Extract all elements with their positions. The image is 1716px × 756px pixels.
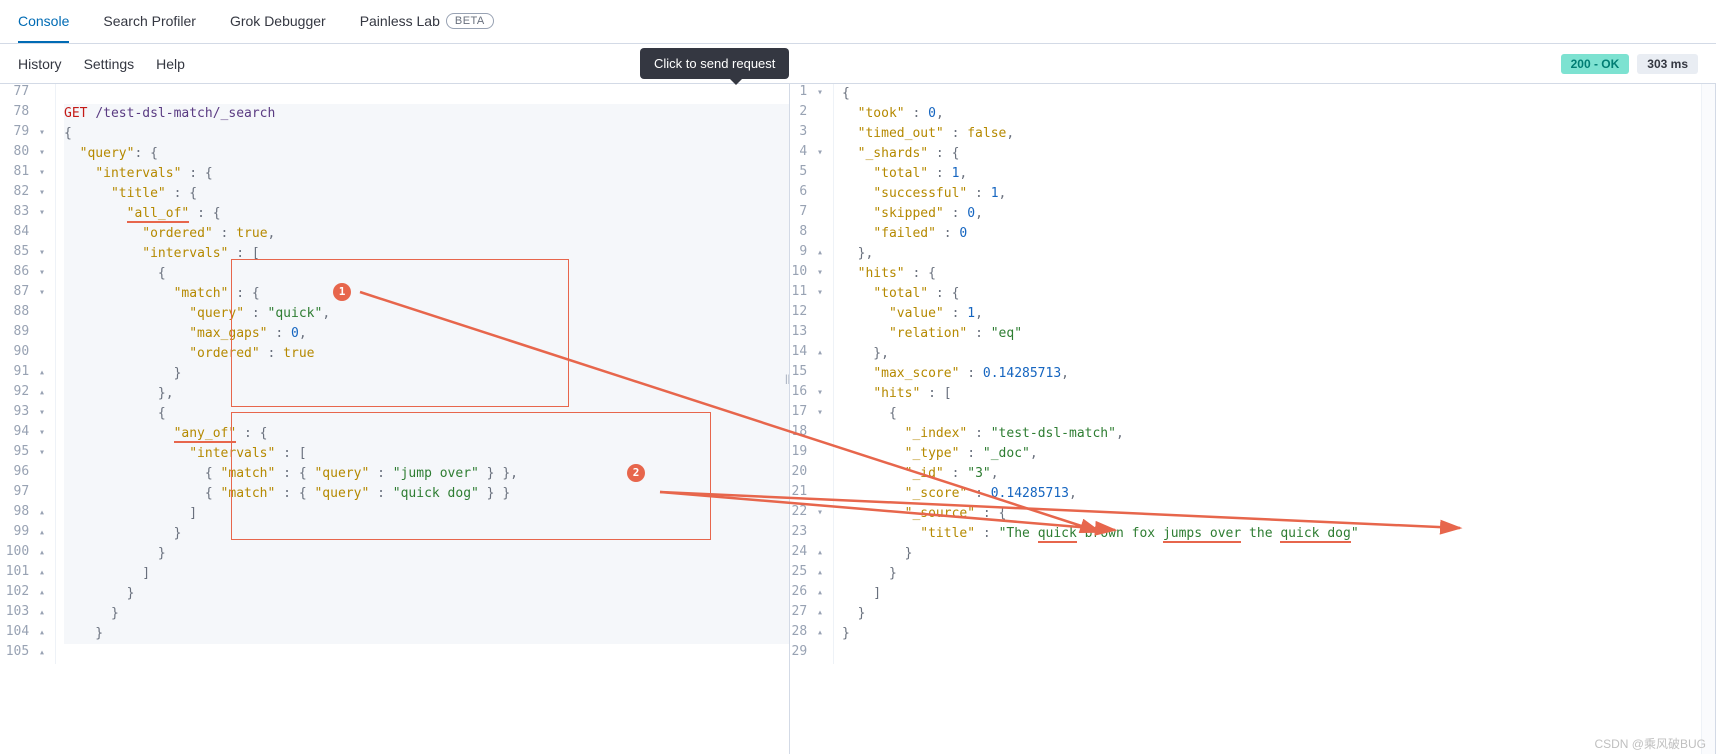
toolbar-history[interactable]: History <box>18 56 62 72</box>
beta-badge: BETA <box>446 13 494 29</box>
send-request-tooltip: Click to send request <box>640 48 789 79</box>
request-editor[interactable]: 77 78 79 ▾80 ▾81 ▾82 ▾83 ▾84 85 ▾86 ▾87 … <box>0 84 789 664</box>
editor-panes: Click to send request 77 78 79 ▾80 ▾81 ▾… <box>0 84 1716 754</box>
status-badge-ok: 200 - OK <box>1561 54 1630 74</box>
response-pane: 1 ▾2 3 4 ▾5 6 7 8 9 ▴10 ▾11 ▾12 13 14 ▴1… <box>790 84 1716 754</box>
annotation-badge-2: 2 <box>627 464 645 482</box>
tab-painless-lab[interactable]: Painless Lab BETA <box>360 0 494 43</box>
tab-grok-debugger[interactable]: Grok Debugger <box>230 0 326 43</box>
devtools-tabs: Console Search Profiler Grok Debugger Pa… <box>0 0 1716 44</box>
tab-painless-lab-label: Painless Lab <box>360 13 440 29</box>
annotation-box-1 <box>231 259 569 407</box>
response-viewer[interactable]: 1 ▾2 3 4 ▾5 6 7 8 9 ▴10 ▾11 ▾12 13 14 ▴1… <box>790 84 1715 664</box>
annotation-badge-1: 1 <box>333 283 351 301</box>
tab-console[interactable]: Console <box>18 0 69 43</box>
toolbar-settings[interactable]: Settings <box>84 56 135 72</box>
tab-search-profiler[interactable]: Search Profiler <box>103 0 196 43</box>
scrollbar[interactable] <box>1701 84 1715 754</box>
status-badge-time: 303 ms <box>1637 54 1698 74</box>
toolbar-help[interactable]: Help <box>156 56 185 72</box>
request-pane: 77 78 79 ▾80 ▾81 ▾82 ▾83 ▾84 85 ▾86 ▾87 … <box>0 84 790 754</box>
watermark: CSDN @乘风破BUG <box>1594 735 1706 752</box>
console-toolbar: History Settings Help 200 - OK 303 ms <box>0 44 1716 84</box>
